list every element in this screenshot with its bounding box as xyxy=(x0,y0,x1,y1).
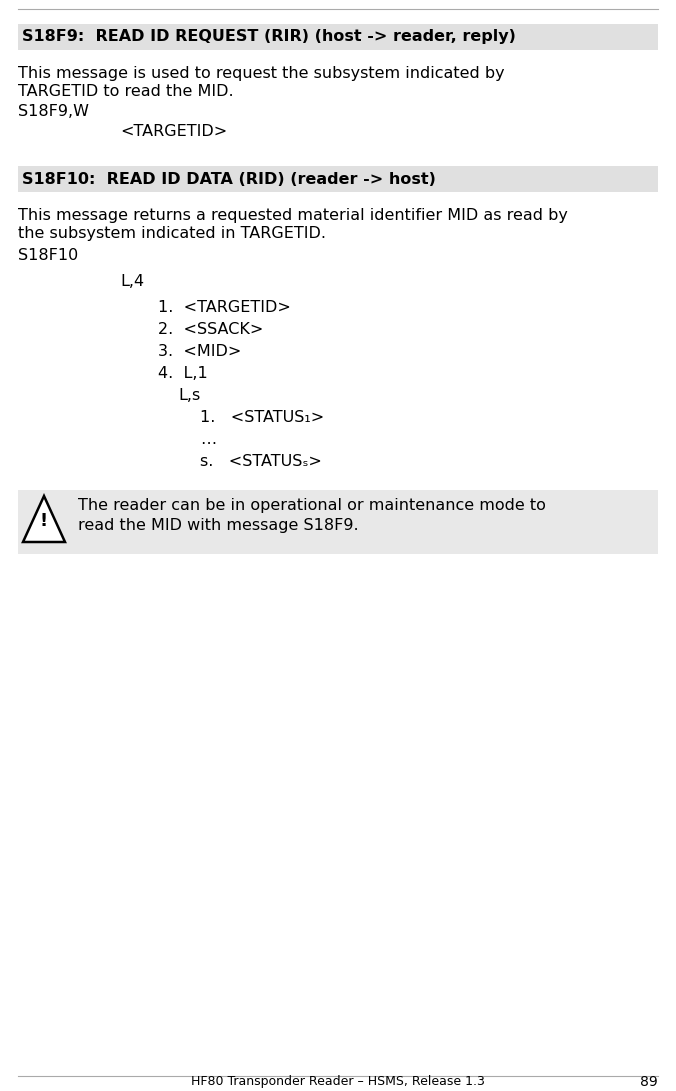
Text: 3.  <MID>: 3. <MID> xyxy=(158,344,241,359)
Bar xyxy=(18,24,658,50)
Text: 1.  <TARGETID>: 1. <TARGETID> xyxy=(158,300,291,315)
Text: …: … xyxy=(200,432,216,447)
Text: 1.   <STATUS₁>: 1. <STATUS₁> xyxy=(200,410,324,425)
Text: <TARGETID>: <TARGETID> xyxy=(120,124,227,139)
Text: S18F9:  READ ID REQUEST (RIR) (host -> reader, reply): S18F9: READ ID REQUEST (RIR) (host -> re… xyxy=(22,29,516,45)
Text: This message is used to request the subsystem indicated by: This message is used to request the subs… xyxy=(18,65,504,81)
Text: s.   <STATUSₛ>: s. <STATUSₛ> xyxy=(200,454,322,469)
Text: L,s: L,s xyxy=(178,388,200,403)
Text: 4.  L,1: 4. L,1 xyxy=(158,365,208,381)
Text: S18F9,W: S18F9,W xyxy=(18,104,89,119)
Text: S18F10:  READ ID DATA (RID) (reader -> host): S18F10: READ ID DATA (RID) (reader -> ho… xyxy=(22,171,436,187)
Bar xyxy=(18,166,658,192)
Text: the subsystem indicated in TARGETID.: the subsystem indicated in TARGETID. xyxy=(18,226,326,241)
Text: 89: 89 xyxy=(640,1075,658,1089)
Bar xyxy=(18,490,658,554)
Text: 2.  <SSACK>: 2. <SSACK> xyxy=(158,322,264,337)
Text: The reader can be in operational or maintenance mode to: The reader can be in operational or main… xyxy=(78,497,546,513)
Text: !: ! xyxy=(40,513,48,530)
Text: read the MID with message S18F9.: read the MID with message S18F9. xyxy=(78,518,359,533)
Text: HF80 Transponder Reader – HSMS, Release 1.3: HF80 Transponder Reader – HSMS, Release … xyxy=(191,1076,485,1089)
Text: This message returns a requested material identifier MID as read by: This message returns a requested materia… xyxy=(18,208,568,223)
Text: TARGETID to read the MID.: TARGETID to read the MID. xyxy=(18,84,234,99)
Text: L,4: L,4 xyxy=(120,274,144,289)
Text: S18F10: S18F10 xyxy=(18,248,78,263)
Polygon shape xyxy=(23,496,65,542)
